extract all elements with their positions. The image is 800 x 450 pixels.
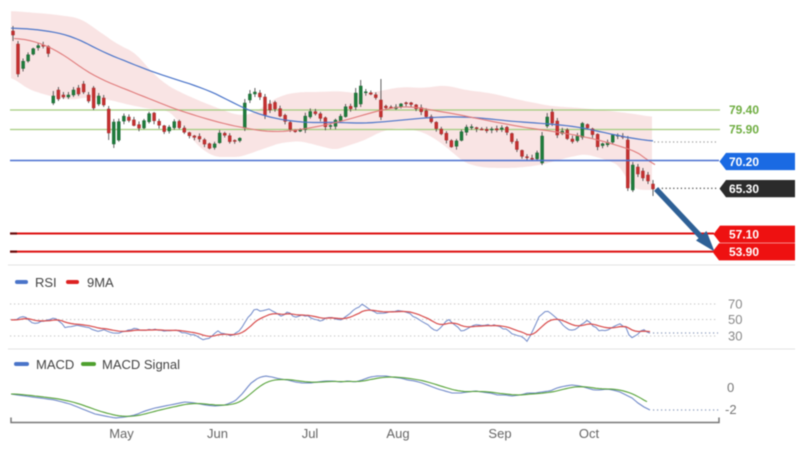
svg-text:70.20: 70.20 [729,155,759,169]
svg-text:-2: -2 [725,402,737,417]
svg-text:May: May [109,426,134,441]
svg-text:Aug: Aug [386,426,409,441]
svg-text:9MA: 9MA [87,275,114,290]
svg-text:Jun: Jun [207,426,228,441]
svg-text:MACD: MACD [36,357,74,372]
svg-text:RSI: RSI [35,275,57,290]
svg-text:Oct: Oct [579,426,600,441]
svg-text:Jul: Jul [302,426,319,441]
svg-text:70: 70 [728,297,742,312]
svg-text:75.90: 75.90 [729,122,759,136]
svg-text:79.40: 79.40 [729,103,759,117]
svg-text:57.10: 57.10 [729,228,759,242]
svg-text:0: 0 [727,380,734,395]
svg-text:MACD Signal: MACD Signal [102,357,180,372]
svg-text:Sep: Sep [488,426,511,441]
svg-text:30: 30 [728,329,742,344]
svg-text:50: 50 [728,312,742,327]
svg-text:65.30: 65.30 [729,182,759,196]
svg-text:53.90: 53.90 [729,245,759,259]
